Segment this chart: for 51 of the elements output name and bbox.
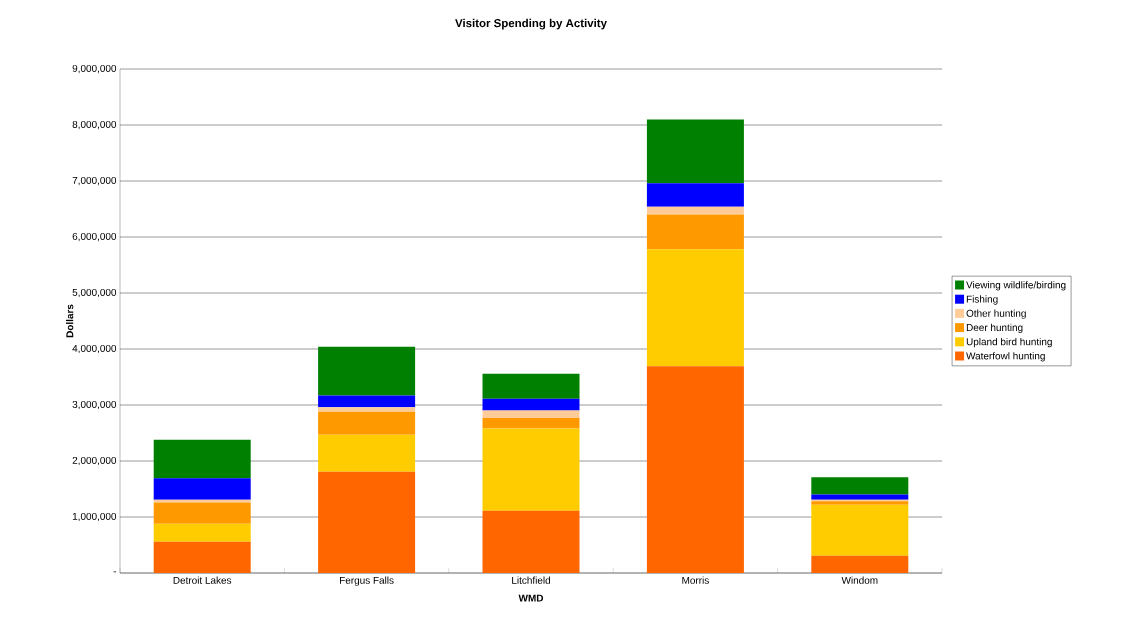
- bar: [646, 214, 744, 250]
- bar: [482, 510, 580, 573]
- x-axis-title: WMD: [518, 594, 544, 602]
- y-tick-label: 7,000,000: [72, 176, 117, 186]
- bar: [153, 523, 251, 542]
- y-tick-label: 1,000,000: [72, 512, 117, 522]
- bar: [482, 373, 580, 399]
- bar: [811, 477, 909, 495]
- legend-label: Other hunting: [966, 309, 1026, 319]
- legend-label: Viewing wildlife/birding: [966, 281, 1066, 291]
- bar: [318, 346, 416, 396]
- y-tick-label: 2,000,000: [72, 456, 117, 466]
- legend-label: Upland bird hunting: [966, 337, 1052, 348]
- bar: [153, 502, 251, 524]
- bar: [318, 471, 416, 573]
- bar: [318, 434, 416, 472]
- y-tick-label: 4,000,000: [72, 344, 117, 354]
- bar: [318, 407, 416, 412]
- bar: [646, 206, 744, 215]
- bar: [482, 398, 580, 411]
- x-tick-label: Windom: [841, 576, 878, 584]
- bar: [482, 417, 580, 429]
- legend-label: Deer hunting: [966, 323, 1023, 334]
- bar: [318, 395, 416, 408]
- y-axis-title: Dollars: [66, 304, 74, 338]
- y-tick-label: 6,000,000: [72, 232, 117, 242]
- bar: [811, 504, 909, 556]
- y-tick-label: 3,000,000: [72, 400, 117, 410]
- y-tick-label: 8,000,000: [72, 120, 117, 130]
- bar: [811, 555, 909, 573]
- x-tick-label: Morris: [682, 576, 709, 584]
- y-tick-label: -: [113, 571, 117, 573]
- y-tick-label: 9,000,000: [72, 64, 117, 74]
- bar: [646, 183, 744, 207]
- bar: [153, 439, 251, 479]
- bar: [646, 366, 744, 573]
- bar: [646, 249, 744, 367]
- x-tick-label: Fergus Falls: [340, 576, 394, 586]
- x-tick-label: Litchfield: [512, 576, 551, 584]
- bar: [153, 541, 251, 573]
- bar: [811, 494, 909, 500]
- bar: [482, 410, 580, 418]
- bar: [482, 428, 580, 511]
- y-tick-label: 5,000,000: [72, 288, 117, 298]
- bar: [153, 478, 251, 500]
- bar: [318, 411, 416, 435]
- legend-label: Waterfowl hunting: [966, 352, 1045, 362]
- x-tick-label: Detroit Lakes: [173, 576, 232, 584]
- bar: [646, 119, 744, 184]
- chart-title: Visitor Spending by Activity: [455, 18, 607, 30]
- legend-label: Fishing: [966, 295, 998, 305]
